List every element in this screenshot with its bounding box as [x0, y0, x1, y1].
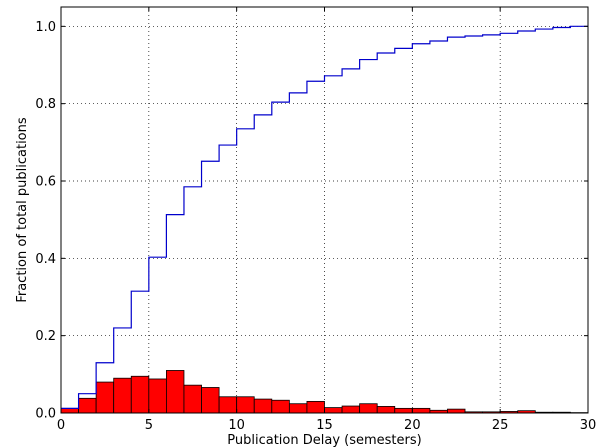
x-tick-label: 25 [492, 418, 509, 433]
y-ticks: 0.0 0.2 0.4 0.6 0.8 1.0 [35, 20, 588, 422]
histogram-bar [324, 407, 343, 414]
histogram-bar [359, 403, 378, 414]
histogram-bar [60, 407, 79, 414]
histogram-bar [130, 375, 150, 414]
x-tick-label: 5 [145, 418, 153, 433]
histogram-bar [236, 396, 255, 414]
x-tick-label: 15 [316, 418, 333, 433]
histogram-bar [411, 407, 431, 414]
histogram-bar [201, 387, 220, 414]
histogram-bar [288, 403, 308, 414]
histogram-bar [113, 377, 132, 414]
cumulative-line [61, 25, 588, 409]
x-tick-label: 30 [580, 418, 597, 433]
histogram-bar [148, 378, 167, 414]
x-tick-label: 0 [57, 418, 65, 433]
x-ticks: 0 5 10 15 20 25 30 [57, 7, 596, 433]
x-tick-label: 10 [228, 418, 245, 433]
x-axis-label: Publication Delay (semesters) [227, 433, 421, 448]
histogram-bar [376, 406, 396, 414]
histogram-bar [218, 396, 238, 414]
histogram-bar [306, 400, 325, 414]
y-axis-label: Fraction of total publications [15, 117, 30, 303]
histogram-bar [78, 397, 97, 414]
histogram-bar [394, 407, 413, 414]
histogram-bars [60, 370, 589, 414]
x-tick-label: 20 [404, 418, 421, 433]
histogram-bar [341, 405, 361, 414]
histogram-bar [253, 398, 273, 414]
histogram-bar [183, 384, 202, 414]
histogram-bar [95, 381, 115, 414]
histogram-bar [447, 408, 466, 414]
grid-lines [60, 7, 589, 414]
histogram-bar [271, 399, 290, 414]
y-tick-label: 0.8 [35, 97, 56, 112]
y-tick-label: 0.2 [35, 329, 56, 344]
y-tick-label: 0.6 [35, 175, 56, 190]
histogram-bar [165, 370, 185, 414]
y-tick-label: 1.0 [35, 20, 56, 35]
y-tick-label: 0.4 [35, 252, 56, 267]
cumulative-step-line [61, 25, 588, 409]
y-tick-label: 0.0 [35, 407, 56, 422]
